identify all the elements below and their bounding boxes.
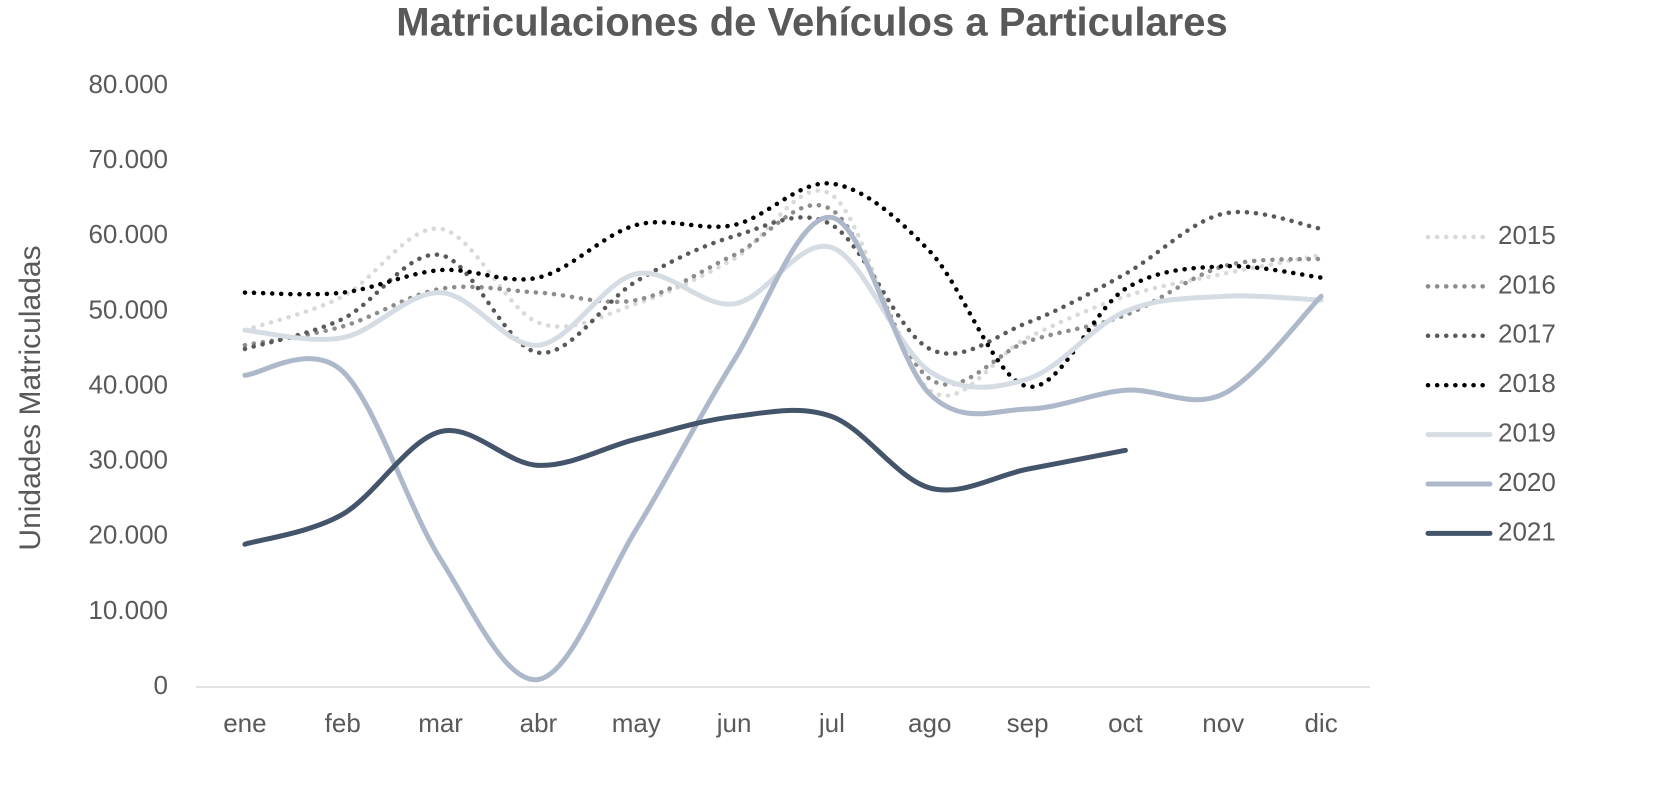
legend-label: 2015 [1498, 220, 1556, 250]
y-tick-label: 80.000 [88, 69, 168, 99]
y-tick-label: 70.000 [88, 144, 168, 174]
series-line [242, 202, 1324, 387]
legend-label: 2017 [1498, 319, 1556, 349]
x-tick-label: dic [1304, 708, 1337, 738]
legend-label: 2021 [1498, 516, 1556, 546]
y-tick-label: 0 [154, 670, 168, 700]
series-line [242, 214, 1324, 683]
x-tick-label: oct [1108, 708, 1143, 738]
y-tick-label: 40.000 [88, 369, 168, 399]
series-line [242, 209, 1324, 356]
y-tick-label: 20.000 [88, 520, 168, 550]
legend-label: 2018 [1498, 368, 1556, 398]
x-tick-label: abr [520, 708, 558, 738]
y-tick-label: 60.000 [88, 219, 168, 249]
x-tick-label: ago [908, 708, 951, 738]
x-tick-label: sep [1007, 708, 1049, 738]
x-tick-label: jul [818, 708, 845, 738]
x-tick-label: nov [1202, 708, 1244, 738]
x-tick-label: jun [716, 708, 752, 738]
legend-label: 2016 [1498, 269, 1556, 299]
chart-title: Matriculaciones de Vehículos a Particula… [396, 1, 1227, 45]
y-tick-label: 30.000 [88, 445, 168, 475]
series-line [242, 243, 1324, 390]
x-tick-label: may [612, 708, 661, 738]
series-line [242, 181, 1324, 389]
x-tick-label: ene [223, 708, 266, 738]
legend-label: 2020 [1498, 467, 1556, 497]
y-tick-label: 50.000 [88, 294, 168, 324]
x-tick-label: feb [325, 708, 361, 738]
legend-label: 2019 [1498, 417, 1556, 447]
x-tick-label: mar [418, 708, 463, 738]
y-tick-label: 10.000 [88, 595, 168, 625]
y-axis-label: Unidades Matriculadas [14, 245, 47, 550]
series-line [242, 188, 1324, 398]
series-line [242, 407, 1128, 547]
